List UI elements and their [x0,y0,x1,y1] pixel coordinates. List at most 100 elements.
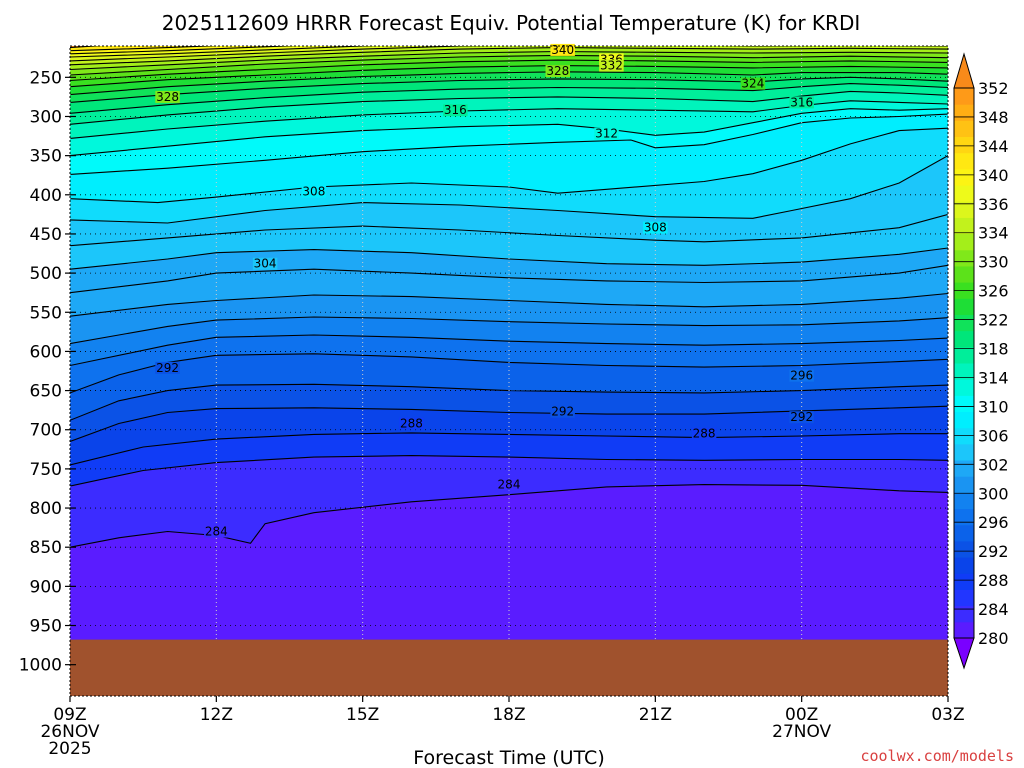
x-tick-year: 2025 [48,739,91,759]
chart-title: 2025112609 HRRR Forecast Equiv. Potentia… [162,11,861,35]
contour-line-305 [70,213,948,247]
y-tick-label: 750 [30,460,62,480]
colorbar-swatch [954,120,974,138]
colorbar-swatch [954,265,974,283]
contour-label-bg [550,43,575,56]
colorbar-tick-label: 348 [978,108,1009,127]
contour-line-336 [70,46,381,58]
x-tick-label: 18Z [492,705,525,725]
colorbar-swatch [954,88,974,105]
colorbar-top-arrow [953,52,975,89]
colorbar-swatch [954,460,974,477]
contour-fill-band [70,384,948,442]
y-tick-label: 500 [30,264,62,284]
colorbar-swatch [954,589,974,607]
y-tick-label: 850 [30,538,62,558]
contour-label: 288 [693,427,716,441]
contour-label: 332 [600,59,623,73]
colorbar-tick-label: 292 [978,542,1009,561]
contour-label: 328 [156,90,179,104]
contour-line-302 [70,292,948,317]
contour-line-298 [70,334,948,367]
colorbar-swatch [954,314,974,332]
colorbar-swatch [954,330,974,348]
contour-line-306 [70,155,948,224]
colorbar-swatch [954,605,974,623]
contour-label: 284 [498,478,521,492]
colorbar-tick-label: 280 [978,629,1009,648]
colorbar-tick-label: 310 [978,397,1009,416]
colorbar-swatch [954,557,974,574]
contour-label-bg [691,427,717,440]
colorbar-swatch [954,136,974,154]
contour-line-300 [70,316,948,345]
colorbar-swatch [954,346,974,364]
contour-label: 288 [400,416,423,430]
x-tick-label: 03Z [931,705,964,725]
contour-fill-band [70,77,948,114]
contour-label-bg [204,525,229,538]
y-tick-label: 350 [30,147,62,167]
contour-fill-band [70,335,948,393]
contour-fill-band [70,71,948,103]
contour-label-bg [252,257,278,270]
contour-label: 292 [156,361,179,375]
contour-line-314 [70,100,948,139]
contour-label: 316 [790,95,813,109]
contour-label-bg [155,90,180,103]
colorbar-swatch [954,621,974,639]
colorbar-tick-label: 296 [978,513,1009,532]
contour-fill-band [70,406,948,465]
colorbar-swatch [954,168,974,186]
y-axis: 250 300 350 400 450 500 550 600 650 700 750 800 850 9… [19,68,76,676]
colorbar-swatch [954,217,974,235]
colorbar-swatch [954,249,974,267]
contour-label: 304 [254,257,277,271]
y-tick-label: 250 [30,68,62,88]
contour-line-303 [70,264,948,294]
colorbar-swatch [954,443,974,461]
contour-line-294 [70,383,948,421]
colorbar-swatch [954,379,974,396]
colorbar-tick-label: 334 [978,224,1009,243]
colorbar-tick-label: 288 [978,571,1009,590]
colorbar-tick-label: 344 [978,137,1009,156]
contour-label-bg [155,361,180,374]
contour-fill-band [70,455,948,548]
contour-label: 316 [444,103,467,117]
colorbar-tick-label: 284 [978,600,1009,619]
contour-label-bg [399,417,424,430]
colorbar-tick-label: 314 [978,368,1009,387]
credit-link[interactable]: coolwx.com/models [860,747,1014,765]
colorbar-tick-label: 302 [978,455,1009,474]
contour-line-338 [70,46,299,55]
colorbar-swatch [954,363,974,380]
colorbar-tick-label: 322 [978,311,1009,330]
contour-line-312 [70,108,948,157]
x-axis-label: Forecast Time (UTC) [413,747,604,768]
contour-line-310 [70,113,948,175]
contour-label-bg [550,405,575,418]
contour-label: 296 [790,369,813,383]
contour-line-318 [70,83,948,114]
contour-label: 312 [595,127,618,141]
colorbar-swatch [954,395,974,413]
contour-label-bg [599,53,624,66]
x-tick-label: 12Z [200,705,233,725]
colorbar-swatch [954,104,974,121]
x-tick-label: 09Z [53,705,86,725]
colorbar-swatch [954,201,974,218]
colorbar-tick-label: 330 [978,253,1009,272]
colorbar-swatch [954,411,974,429]
contour-fill-band [70,83,948,125]
y-tick-label: 1000 [19,656,62,676]
contour-fill-band [70,214,948,270]
contour-fill-band [70,60,948,87]
contour-label: 340 [551,43,574,57]
contour-label-bg [599,59,624,72]
contour-fill-band [70,432,948,487]
contour-lines [70,46,948,548]
contour-fill-band [70,317,948,366]
